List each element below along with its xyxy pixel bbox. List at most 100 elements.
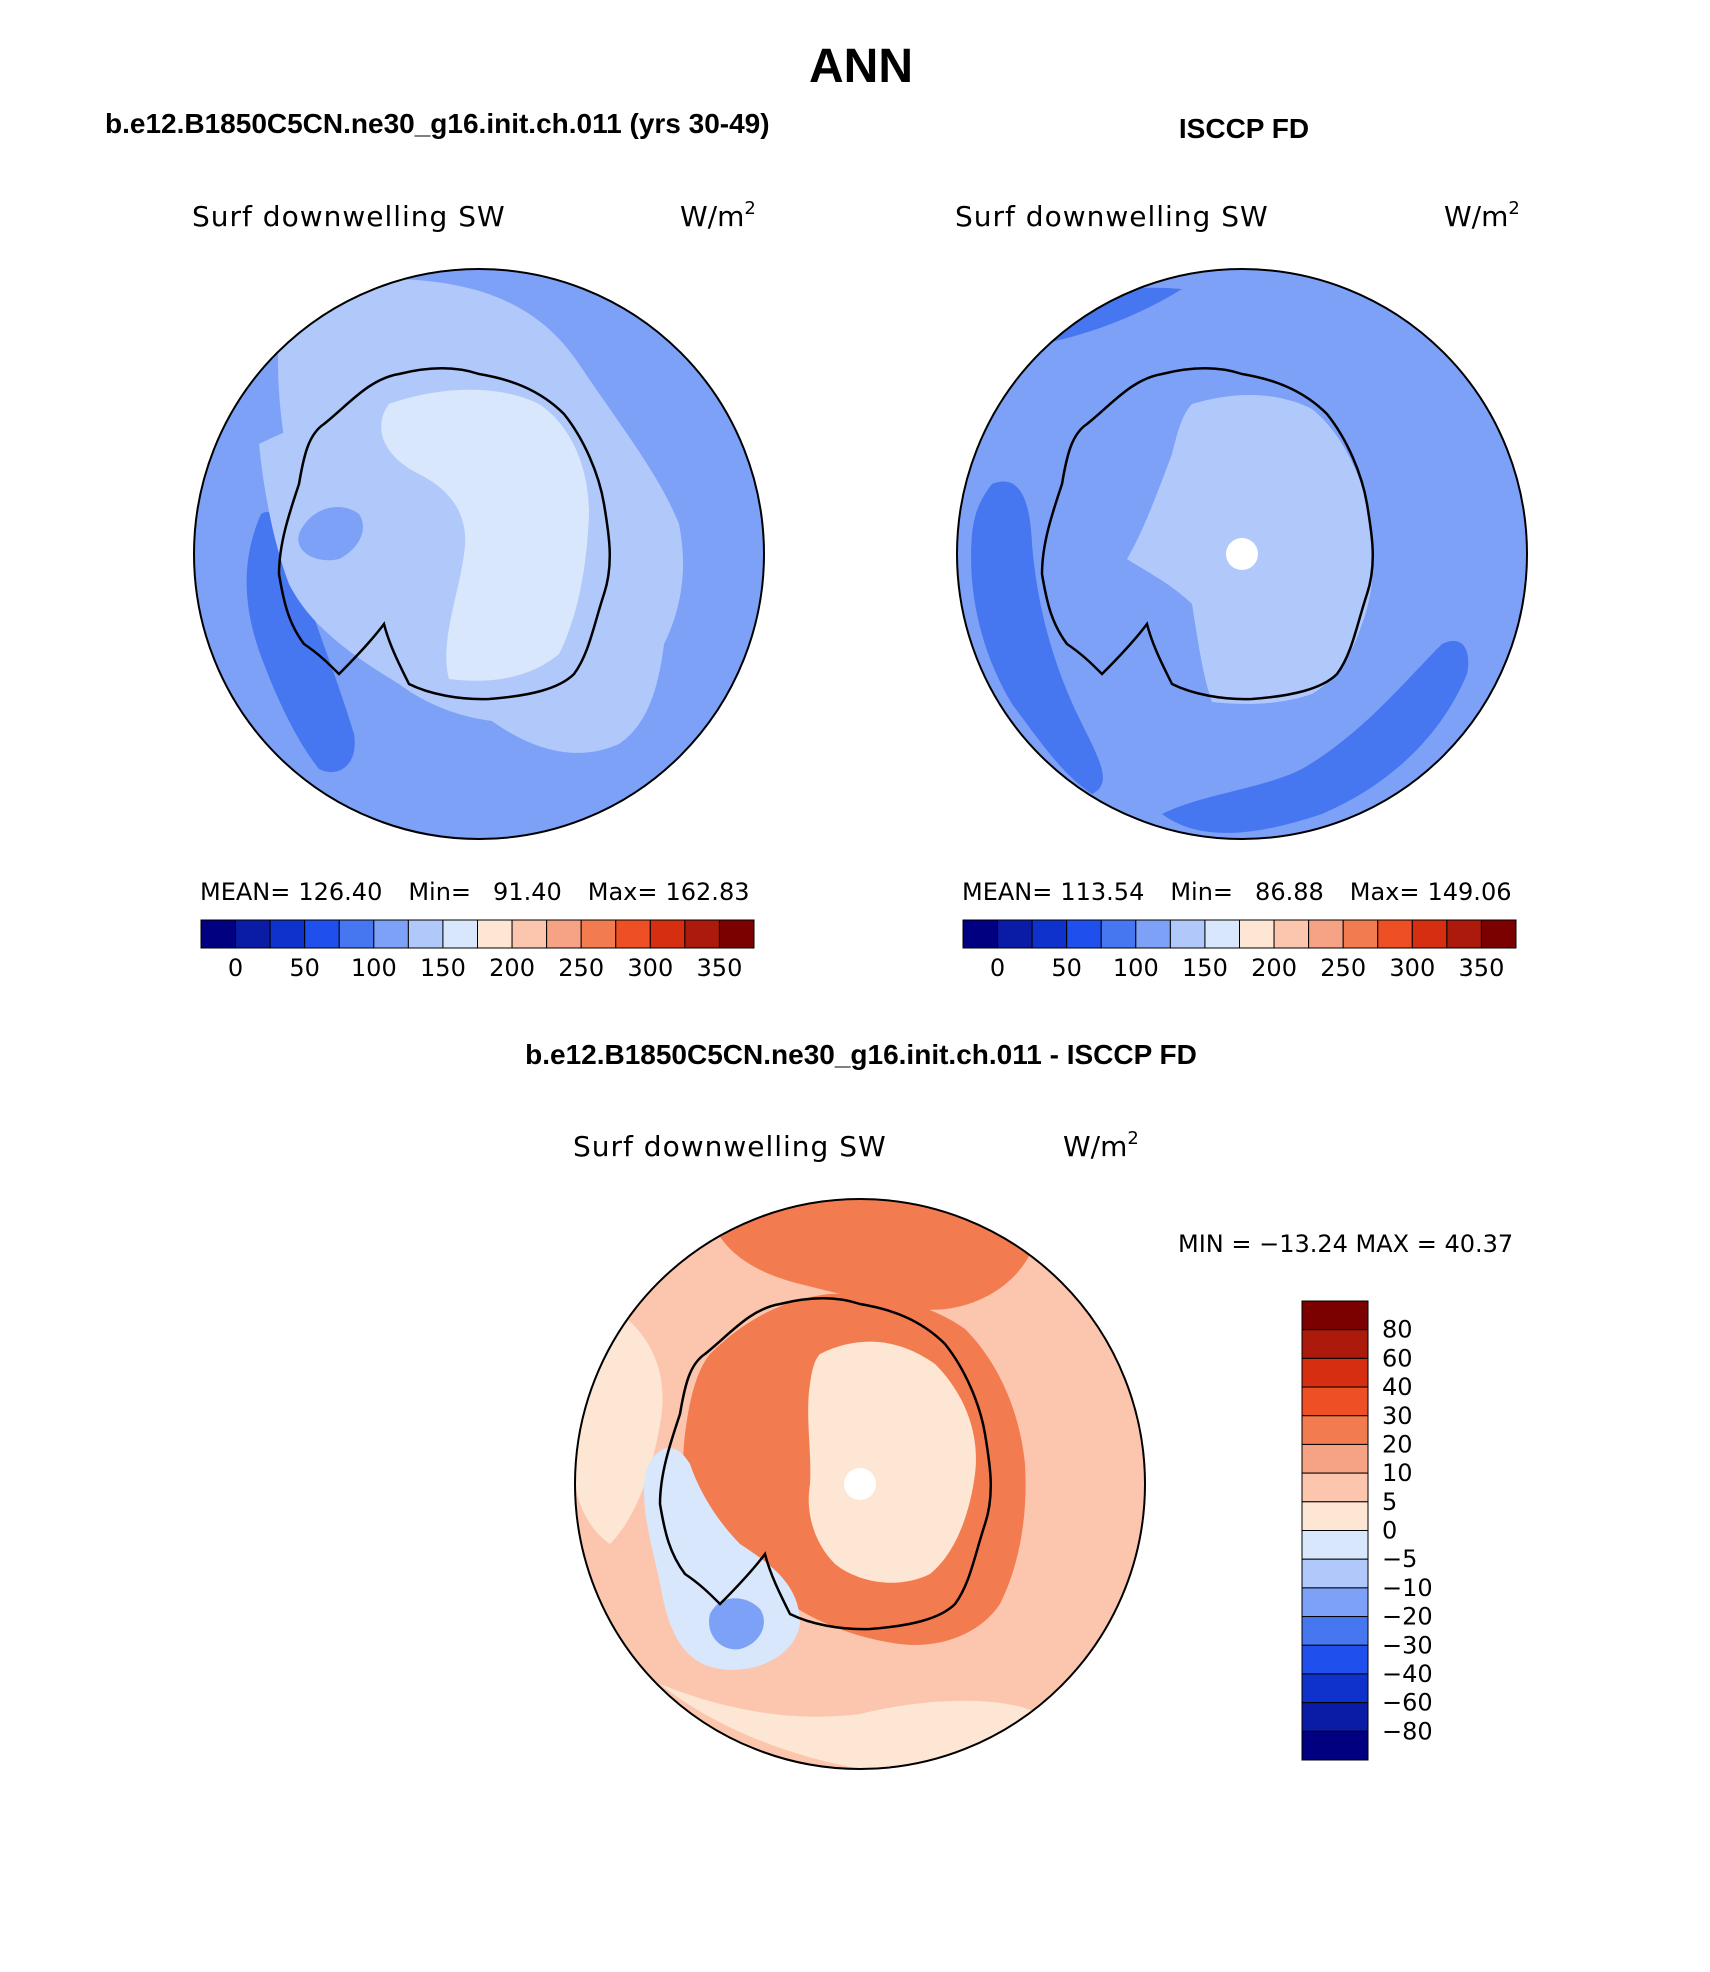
- diff-colorbar-tick-label: 10: [1382, 1459, 1413, 1487]
- panel-model: b.e12.B1850C5CN.ne30_g16.init.ch.011 (yr…: [105, 108, 770, 982]
- panel-model-colorbar: 0 50 100 150 200 250 300 350: [200, 919, 755, 982]
- obs-colorbar-box: [1342, 919, 1379, 949]
- obs-colorbar-box: [1411, 919, 1448, 949]
- panel-diff-units: W/m2: [1063, 1128, 1139, 1163]
- panel-diff-variable: Surf downwelling SW: [573, 1130, 887, 1163]
- panel-model-units: W/m2: [680, 198, 756, 233]
- panel-obs-stats: MEAN= 113.54 Min= 86.88 Max= 149.06: [962, 878, 1511, 906]
- panel-obs-units: W/m2: [1444, 198, 1520, 233]
- model-colorbar-tick-label: 50: [289, 954, 320, 982]
- obs-colorbar-tick-label: 350: [1459, 954, 1505, 982]
- panel-obs-variable: Surf downwelling SW: [955, 200, 1269, 233]
- obs-colorbar-tick-label: 300: [1389, 954, 1435, 982]
- diff-colorbar-box: [1301, 1300, 1369, 1331]
- model-colorbar-box: [373, 919, 409, 949]
- diff-colorbar-tick-label: −10: [1382, 1574, 1433, 1602]
- model-colorbar-box: [235, 919, 271, 949]
- model-colorbar-box: [546, 919, 582, 949]
- obs-colorbar-tick-label: 0: [990, 954, 1005, 982]
- model-colorbar-box: [615, 919, 651, 949]
- obs-colorbar-box: [1308, 919, 1344, 949]
- obs-colorbar-box: [962, 919, 999, 949]
- model-colorbar-box: [718, 919, 755, 949]
- diff-colorbar-tick-label: −80: [1382, 1717, 1433, 1745]
- model-weddell-feature: [298, 506, 363, 561]
- diff-northern-high: [710, 1199, 1030, 1310]
- diff-pole-missing: [844, 1468, 876, 1500]
- diff-colorbar-tick-label: 80: [1382, 1316, 1413, 1344]
- diff-colorbar-tick-label: −20: [1382, 1603, 1433, 1631]
- model-colorbar-tick-label: 250: [558, 954, 604, 982]
- diff-colorbar-box: [1301, 1587, 1369, 1618]
- obs-colorbar-box: [1169, 919, 1206, 949]
- model-colorbar-tick-label: 200: [489, 954, 535, 982]
- diff-colorbar-tick-label: 0: [1382, 1517, 1397, 1545]
- diff-colorbar-tick-label: 30: [1382, 1402, 1413, 1430]
- obs-colorbar-tick-label: 50: [1051, 954, 1082, 982]
- model-colorbar-box: [338, 919, 375, 949]
- model-colorbar-tick-label: 100: [351, 954, 397, 982]
- diff-colorbar-box: [1301, 1702, 1369, 1732]
- model-colorbar-tick-label: 0: [228, 954, 243, 982]
- model-colorbar-tick-label: 150: [420, 954, 466, 982]
- diff-colorbar-box: [1301, 1415, 1369, 1445]
- obs-colorbar-box: [1480, 919, 1517, 949]
- model-colorbar-box: [684, 919, 720, 949]
- diff-colorbar-box: [1301, 1386, 1369, 1417]
- diff-map-boundary: [574, 1198, 1146, 1770]
- diff-outer-ocean: [575, 1314, 1040, 1769]
- obs-pole-missing: [1226, 538, 1258, 570]
- diff-colorbar-tick-label: −5: [1382, 1545, 1417, 1573]
- panel-diff-map: [574, 1198, 1146, 1770]
- diff-colorbar-tick-label: 40: [1382, 1373, 1413, 1401]
- obs-colorbar-box: [1100, 919, 1137, 949]
- panel-model-map: [193, 268, 765, 840]
- model-colorbar-tick-label: 350: [697, 954, 743, 982]
- panel-diff: b.e12.B1850C5CN.ne30_g16.init.ch.011 - I…: [525, 1039, 1513, 1770]
- model-colorbar-box: [580, 919, 617, 949]
- diff-colorbar-tick-label: 60: [1382, 1344, 1413, 1372]
- diff-colorbar-tick-label: 20: [1382, 1430, 1413, 1458]
- panel-diff-minmax: MIN = −13.24 MAX = 40.37: [1178, 1230, 1513, 1258]
- diff-colorbar-box: [1301, 1443, 1369, 1474]
- diff-colorbar-box: [1301, 1616, 1369, 1646]
- model-colorbar-box: [511, 919, 548, 949]
- model-southern-pacific-minimum: [246, 512, 355, 773]
- diff-colorbar-box: [1301, 1558, 1369, 1589]
- panel-model-title: b.e12.B1850C5CN.ne30_g16.init.ch.011 (yr…: [105, 108, 770, 139]
- obs-colorbar-tick-label: 250: [1320, 954, 1366, 982]
- obs-colorbar-box: [1135, 919, 1171, 949]
- diff-colorbar-box: [1301, 1673, 1369, 1704]
- panel-obs-title: ISCCP FD: [1179, 113, 1309, 144]
- diff-colorbar-tick-label: 5: [1382, 1488, 1397, 1516]
- obs-colorbar-tick-label: 150: [1182, 954, 1228, 982]
- obs-colorbar-box: [1066, 919, 1102, 949]
- diff-colorbar-box: [1301, 1472, 1369, 1503]
- figure-title: ANN: [809, 40, 913, 93]
- model-colorbar-box: [269, 919, 306, 949]
- diff-plateau: [808, 1341, 976, 1583]
- diff-colorbar-box: [1301, 1730, 1369, 1761]
- diff-colorbar-box: [1301, 1501, 1369, 1531]
- model-east-antarctic-plateau: [381, 389, 589, 681]
- obs-colorbar-tick-label: 100: [1113, 954, 1159, 982]
- diff-weddell-core: [709, 1598, 764, 1650]
- model-map-boundary: [193, 268, 765, 840]
- obs-colorbar-tick-label: 200: [1251, 954, 1297, 982]
- panel-model-stats: MEAN= 126.40 Min= 91.40 Max= 162.83: [200, 878, 749, 906]
- panel-obs-map: [956, 268, 1528, 840]
- model-colorbar-box: [407, 919, 444, 949]
- model-colorbar-box: [200, 919, 237, 949]
- diff-colorbar-box: [1301, 1329, 1369, 1359]
- obs-colorbar-box: [1204, 919, 1240, 949]
- obs-colorbar-box: [1377, 919, 1413, 949]
- model-colorbar-tick-label: 300: [627, 954, 673, 982]
- diff-colorbar-box: [1301, 1530, 1369, 1560]
- obs-colorbar-box: [1446, 919, 1482, 949]
- diff-colorbar-tick-label: −40: [1382, 1660, 1433, 1688]
- panel-obs-colorbar: 0 50 100 150 200 250 300 350: [962, 919, 1517, 982]
- obs-atlantic-minimum-band: [1162, 640, 1469, 833]
- obs-colorbar-box: [1273, 919, 1310, 949]
- diff-antarctica-coastline: [658, 1296, 993, 1631]
